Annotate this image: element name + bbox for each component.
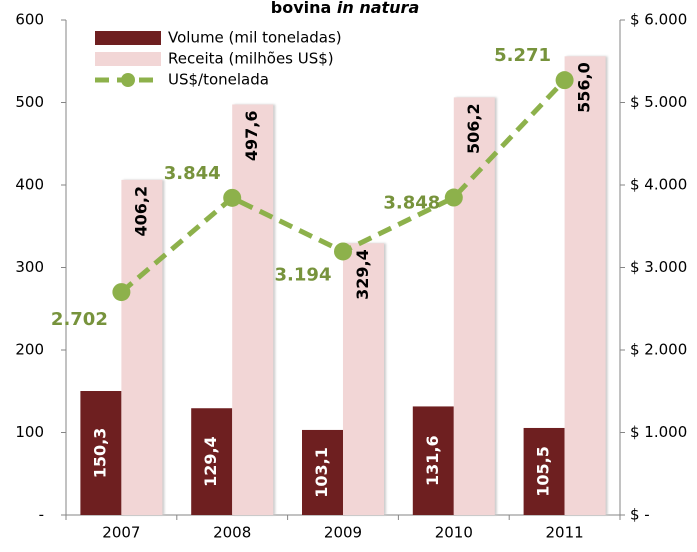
legend-swatch	[95, 31, 161, 45]
title-part: bovina	[271, 0, 337, 17]
data-label: 556,0	[575, 62, 594, 113]
data-label: 5.271	[494, 45, 551, 66]
y2-tick-label: $ 1.000	[630, 423, 687, 441]
y2-tick-label: $ 5.000	[630, 93, 687, 111]
data-label: 129,4	[201, 436, 220, 487]
x-tick-label: 2008	[213, 524, 251, 542]
data-label: 3.844	[164, 163, 221, 184]
bar	[80, 391, 122, 515]
point	[444, 188, 463, 207]
data-label: 497,6	[242, 110, 261, 161]
y2-tick-label: $ 3.000	[630, 258, 687, 276]
data-label: 3.848	[383, 193, 440, 214]
x-tick-label: 2009	[324, 524, 362, 542]
legend-label: US$/tonelada	[168, 71, 269, 89]
bar	[564, 56, 606, 516]
y2-tick-label: $ 2.000	[630, 341, 687, 359]
data-label: 3.194	[275, 264, 332, 285]
chart-title: bovina in natura	[271, 0, 419, 17]
y2-tick-label: $ 6.000	[630, 11, 687, 29]
y-tick-label: 400	[15, 176, 44, 194]
legend-label: Volume (mil toneladas)	[168, 29, 342, 47]
bar	[121, 179, 163, 515]
point	[334, 242, 352, 261]
data-label: 2.702	[51, 309, 108, 330]
data-label: 506,2	[464, 103, 483, 154]
bar	[232, 104, 274, 515]
bar	[343, 243, 384, 515]
point	[112, 283, 131, 302]
data-label: 329,4	[353, 249, 372, 300]
x-tick-label: 2011	[546, 524, 584, 542]
bar	[302, 429, 343, 515]
data-label: 150,3	[90, 428, 109, 479]
legend-swatch	[95, 52, 161, 66]
y-tick-label: 300	[15, 258, 44, 276]
point	[555, 71, 574, 90]
legend-swatch	[121, 73, 135, 87]
data-label: 103,1	[312, 447, 331, 498]
x-tick-label: 2007	[102, 524, 140, 542]
data-label: 105,5	[534, 446, 553, 497]
bar	[453, 97, 495, 515]
y-tick-label: 200	[15, 341, 44, 359]
y-tick-label: -	[39, 506, 44, 524]
title-part: in natura	[337, 0, 419, 17]
point	[223, 188, 242, 207]
data-label: 406,2	[131, 186, 150, 237]
y2-tick-label: $ 4.000	[630, 176, 687, 194]
y2-tick-label: $ -	[630, 506, 650, 524]
x-tick-label: 2010	[435, 524, 473, 542]
y-tick-label: 600	[15, 11, 44, 29]
legend-label: Receita (milhões US$)	[168, 50, 334, 68]
bar	[412, 406, 454, 515]
y-tick-label: 100	[15, 423, 44, 441]
y-tick-label: 500	[15, 93, 44, 111]
bar	[523, 427, 565, 515]
data-label: 131,6	[423, 435, 442, 486]
bar	[191, 408, 233, 515]
